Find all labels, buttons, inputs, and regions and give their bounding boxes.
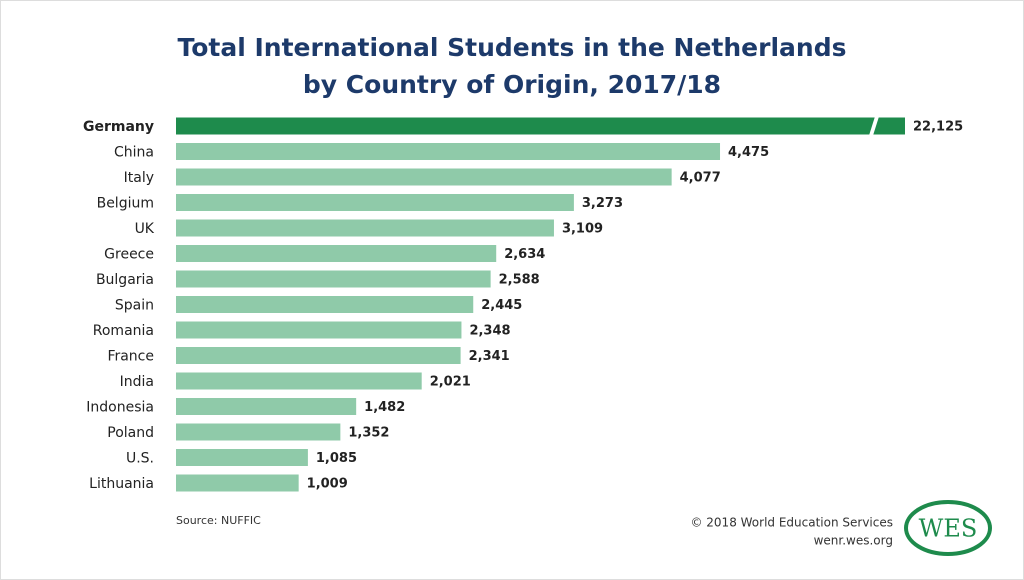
value-label: 3,273 xyxy=(582,196,623,211)
value-label: 1,352 xyxy=(348,426,389,441)
axis-break xyxy=(869,116,879,136)
category-label: Lithuania xyxy=(89,476,154,492)
chart-title: by Country of Origin, 2017/18 xyxy=(303,70,721,99)
value-label: 3,109 xyxy=(562,222,603,237)
bar xyxy=(176,296,474,313)
category-label: Bulgaria xyxy=(96,272,154,288)
value-label: 2,021 xyxy=(430,375,471,390)
category-label: UK xyxy=(135,221,155,237)
category-label: Germany xyxy=(83,119,154,135)
category-label: Indonesia xyxy=(86,400,154,416)
bar xyxy=(176,168,672,186)
bar xyxy=(176,398,357,415)
website: wenr.wes.org xyxy=(814,534,893,548)
category-label: Italy xyxy=(124,170,154,186)
value-label: 2,348 xyxy=(469,324,510,339)
value-label: 2,445 xyxy=(481,298,522,313)
value-label: 1,009 xyxy=(307,477,348,492)
value-label: 4,077 xyxy=(680,171,721,186)
category-label: Belgium xyxy=(97,196,154,212)
value-label: 1,482 xyxy=(364,400,405,415)
bar xyxy=(176,423,341,441)
value-label: 2,341 xyxy=(469,349,510,364)
bar xyxy=(176,194,574,211)
bar xyxy=(176,474,299,492)
bar xyxy=(176,449,308,466)
category-label: Romania xyxy=(93,323,154,339)
value-label: 22,125 xyxy=(913,120,963,135)
source: Source: NUFFIC xyxy=(176,514,261,527)
bar xyxy=(176,372,422,390)
bar xyxy=(176,270,491,288)
bar xyxy=(176,347,461,364)
bar xyxy=(176,143,721,160)
logo: WES xyxy=(904,500,992,556)
value-label: 2,588 xyxy=(499,273,540,288)
bar xyxy=(176,219,554,237)
bar xyxy=(176,117,905,135)
category-label: India xyxy=(120,374,154,390)
chart-title: Total International Students in the Neth… xyxy=(178,33,847,62)
logo-ring xyxy=(904,500,992,556)
copyright: © 2018 World Education Services xyxy=(690,516,893,530)
category-label: France xyxy=(107,349,154,365)
value-label: 1,085 xyxy=(316,451,357,466)
category-label: U.S. xyxy=(126,451,154,467)
logo-text: WES xyxy=(919,515,978,543)
value-label: 2,634 xyxy=(504,247,545,262)
bar xyxy=(176,321,462,339)
value-label: 4,475 xyxy=(728,145,769,160)
bar xyxy=(176,245,497,262)
category-label: Spain xyxy=(115,298,154,314)
category-label: Poland xyxy=(107,425,154,441)
category-label: China xyxy=(114,145,154,161)
category-label: Greece xyxy=(104,247,154,263)
